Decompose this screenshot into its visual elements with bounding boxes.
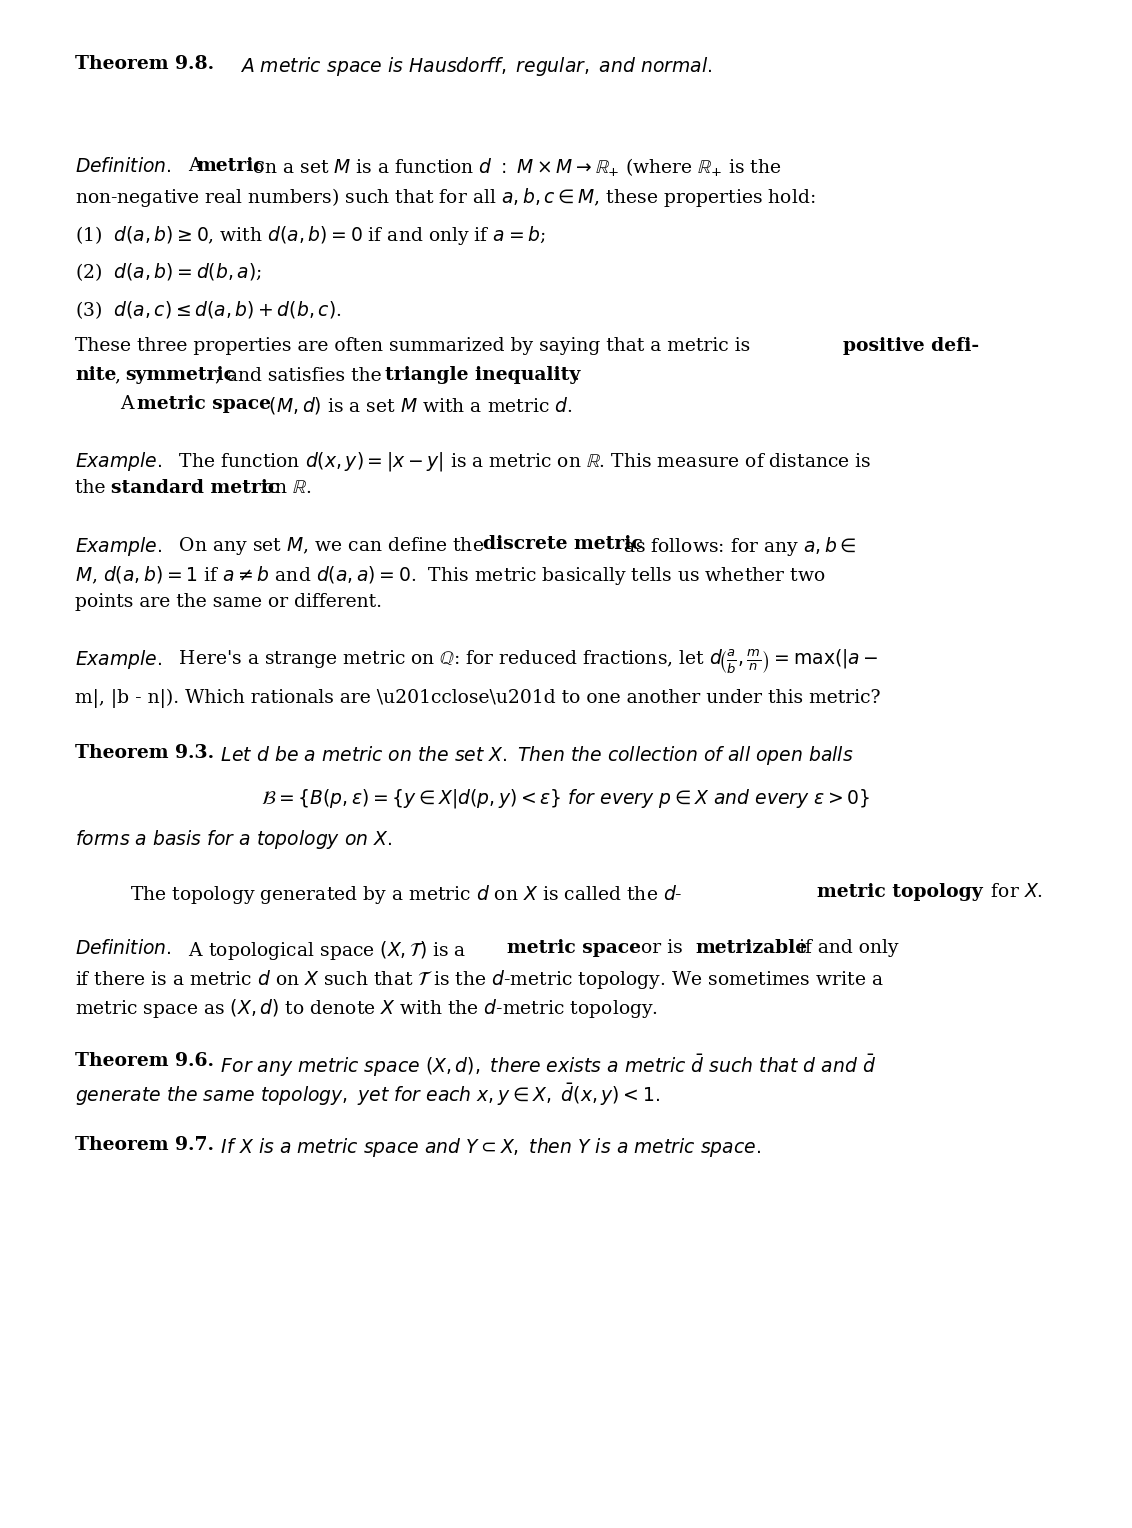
Text: $\mathit{Example.}$: $\mathit{Example.}$ [75, 535, 162, 558]
Text: , and satisfies the: , and satisfies the [215, 367, 387, 384]
Text: nite: nite [75, 367, 117, 384]
Text: Theorem 9.3.: Theorem 9.3. [75, 744, 214, 762]
Text: $\mathit{Example.}$: $\mathit{Example.}$ [75, 648, 162, 671]
Text: Theorem 9.8.: Theorem 9.8. [75, 55, 214, 73]
Text: triangle inequality: triangle inequality [385, 367, 581, 384]
Text: $\mathit{forms\ a\ basis\ for\ a\ topology\ on\ X.}$: $\mathit{forms\ a\ basis\ for\ a\ topolo… [75, 828, 393, 851]
Text: or is: or is [635, 938, 688, 957]
Text: metric: metric [196, 157, 265, 174]
Text: non-negative real numbers) such that for all $a, b, c \in M$, these properties h: non-negative real numbers) such that for… [75, 186, 815, 209]
Text: metric topology: metric topology [817, 883, 983, 902]
Text: (1)  $d(a,b) \geq 0$, with $d(a,b) = 0$ if and only if $a = b$;: (1) $d(a,b) \geq 0$, with $d(a,b) = 0$ i… [75, 223, 546, 246]
Text: discrete metric: discrete metric [483, 535, 643, 553]
Text: Theorem 9.6.: Theorem 9.6. [75, 1051, 214, 1070]
Text: $\mathit{Definition.}$: $\mathit{Definition.}$ [75, 938, 172, 958]
Text: $(M, d)$ is a set $M$ with a metric $d$.: $(M, d)$ is a set $M$ with a metric $d$. [263, 396, 573, 416]
Text: m|, |b - n|). Which rationals are \u201cclose\u201d to one another under this me: m|, |b - n|). Which rationals are \u201c… [75, 689, 881, 707]
Text: if there is a metric $d$ on $X$ such that $\mathcal{T}$ is the $d$-metric topolo: if there is a metric $d$ on $X$ such tha… [75, 967, 884, 990]
Text: $\mathit{For\ any\ metric\ space\ }(X,d)\mathit{,\ there\ exists\ a\ metric\ }\b: $\mathit{For\ any\ metric\ space\ }(X,d)… [209, 1051, 876, 1079]
Text: A: A [177, 157, 208, 174]
Text: .: . [573, 367, 578, 384]
Text: $\mathit{If\ X\ is\ a\ metric\ space\ and\ Y \subset X,\ then\ Y\ is\ a\ metric\: $\mathit{If\ X\ is\ a\ metric\ space\ an… [209, 1137, 761, 1160]
Text: metric space as $(X, d)$ to denote $X$ with the $d$-metric topology.: metric space as $(X, d)$ to denote $X$ w… [75, 996, 658, 1019]
Text: On any set $M$, we can define the: On any set $M$, we can define the [168, 535, 486, 556]
Text: points are the same or different.: points are the same or different. [75, 593, 381, 611]
Text: $\mathit{Example.}$: $\mathit{Example.}$ [75, 451, 162, 474]
Text: positive defi-: positive defi- [843, 336, 979, 354]
Text: $\mathit{A\ metric\ space\ is\ Hausdorff,\ regular,\ and\ normal.}$: $\mathit{A\ metric\ space\ is\ Hausdorff… [240, 55, 712, 78]
Text: Theorem 9.7.: Theorem 9.7. [75, 1137, 214, 1154]
Text: symmetric: symmetric [125, 367, 235, 384]
Text: standard metric: standard metric [111, 480, 280, 497]
Text: the: the [75, 480, 111, 497]
Text: A: A [120, 396, 139, 413]
Text: metrizable: metrizable [695, 938, 807, 957]
Text: if and only: if and only [794, 938, 899, 957]
Text: $\mathcal{B} = \{B(p,\varepsilon) = \{y \in X|d(p,y) < \varepsilon\}\ \mathit{fo: $\mathcal{B} = \{B(p,\varepsilon) = \{y … [261, 787, 871, 810]
Text: A topological space $(X, \mathcal{T})$ is a: A topological space $(X, \mathcal{T})$ i… [177, 938, 468, 961]
Text: metric space: metric space [507, 938, 641, 957]
Text: $M$, $d(a,b) = 1$ if $a \neq b$ and $d(a,a) = 0$.  This metric basically tells u: $M$, $d(a,b) = 1$ if $a \neq b$ and $d(a… [75, 564, 825, 587]
Text: ,: , [115, 367, 127, 384]
Text: Here's a strange metric on $\mathbb{Q}$: for reduced fractions, let $d\!\left(\f: Here's a strange metric on $\mathbb{Q}$:… [168, 648, 878, 675]
Text: These three properties are often summarized by saying that a metric is: These three properties are often summari… [75, 336, 756, 354]
Text: on a set $M$ is a function $d\ :\ M \times M \rightarrow \mathbb{R}_{+}$ (where : on a set $M$ is a function $d\ :\ M \tim… [247, 157, 781, 179]
Text: $\mathit{Let\ d\ be\ a\ metric\ on\ the\ set\ X.\ Then\ the\ collection\ of\ all: $\mathit{Let\ d\ be\ a\ metric\ on\ the\… [209, 744, 854, 767]
Text: as follows: for any $a, b \in$: as follows: for any $a, b \in$ [618, 535, 857, 558]
Text: The function $d(x,y) = |x - y|$ is a metric on $\mathbb{R}$. This measure of dis: The function $d(x,y) = |x - y|$ is a met… [168, 451, 872, 474]
Text: for $X$.: for $X$. [985, 883, 1043, 902]
Text: on $\mathbb{R}$.: on $\mathbb{R}$. [257, 480, 311, 497]
Text: (2)  $d(a,b) = d(b,a)$;: (2) $d(a,b) = d(b,a)$; [75, 261, 261, 283]
Text: The topology generated by a metric $d$ on $X$ is called the $d$-: The topology generated by a metric $d$ o… [130, 883, 683, 906]
Text: $\mathit{generate\ the\ same\ topology,\ yet\ for\ each\ }x, y \in X,\ \bar{d}(x: $\mathit{generate\ the\ same\ topology,\… [75, 1080, 660, 1108]
Text: $\mathit{Definition.}$: $\mathit{Definition.}$ [75, 157, 172, 176]
Text: metric space: metric space [137, 396, 271, 413]
Text: (3)  $d(a,c) \leq d(a,b) + d(b,c)$.: (3) $d(a,c) \leq d(a,b) + d(b,c)$. [75, 299, 342, 321]
